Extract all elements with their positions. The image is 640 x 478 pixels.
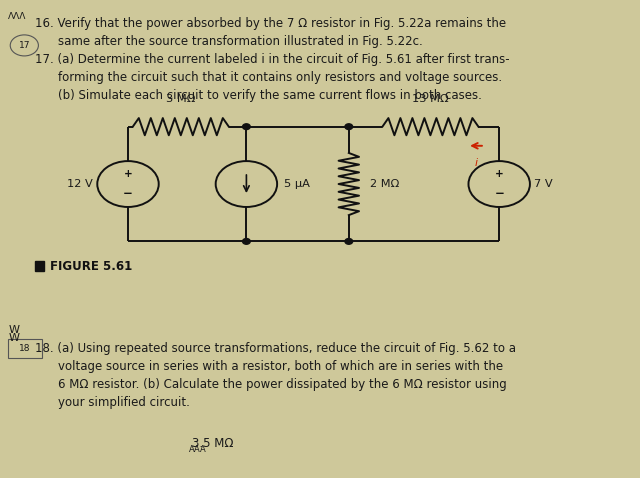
Circle shape (10, 35, 38, 56)
Text: 17: 17 (19, 41, 30, 50)
Text: ΛΛΛ: ΛΛΛ (8, 12, 27, 21)
Text: 18: 18 (19, 344, 31, 353)
Text: 18. (a) Using repeated source transformations, reduce the circuit of Fig. 5.62 t: 18. (a) Using repeated source transforma… (35, 342, 516, 355)
Text: 6 MΩ resistor. (b) Calculate the power dissipated by the 6 MΩ resistor using: 6 MΩ resistor. (b) Calculate the power d… (58, 378, 506, 391)
Circle shape (345, 124, 353, 130)
Text: (b) Simulate each circuit to verify the same current flows in both cases.: (b) Simulate each circuit to verify the … (58, 89, 481, 102)
Text: 12 V: 12 V (67, 179, 93, 189)
Text: 17. (a) Determine the current labeled i in the circuit of Fig. 5.61 after first : 17. (a) Determine the current labeled i … (35, 53, 510, 66)
Text: 16. Verify that the power absorbed by the 7 Ω resistor in Fig. 5.22a remains the: 16. Verify that the power absorbed by th… (35, 17, 506, 30)
Text: −: − (494, 187, 504, 200)
Text: FIGURE 5.61: FIGURE 5.61 (50, 260, 132, 273)
Circle shape (243, 239, 250, 244)
Text: W
W: W W (8, 325, 19, 343)
Text: +: + (124, 169, 132, 179)
Text: +: + (495, 169, 504, 179)
Text: voltage source in series with a resistor, both of which are in series with the: voltage source in series with a resistor… (58, 360, 503, 373)
Text: 3.5 MΩ: 3.5 MΩ (192, 437, 234, 450)
Text: same after the source transformation illustrated in Fig. 5.22c.: same after the source transformation ill… (58, 35, 422, 48)
Text: 13 MΩ: 13 MΩ (412, 94, 449, 104)
Text: 3 MΩ: 3 MΩ (166, 94, 195, 104)
Bar (35, 261, 44, 271)
Text: your simplified circuit.: your simplified circuit. (58, 396, 189, 409)
Text: −: − (123, 187, 133, 200)
Text: forming the circuit such that it contains only resistors and voltage sources.: forming the circuit such that it contain… (58, 71, 502, 84)
Text: AAA: AAA (189, 445, 207, 455)
Text: 5 μA: 5 μA (284, 179, 309, 189)
Text: i: i (474, 158, 477, 168)
Text: 2 MΩ: 2 MΩ (370, 179, 399, 189)
Text: 7 V: 7 V (534, 179, 553, 189)
Circle shape (345, 239, 353, 244)
Circle shape (243, 124, 250, 130)
